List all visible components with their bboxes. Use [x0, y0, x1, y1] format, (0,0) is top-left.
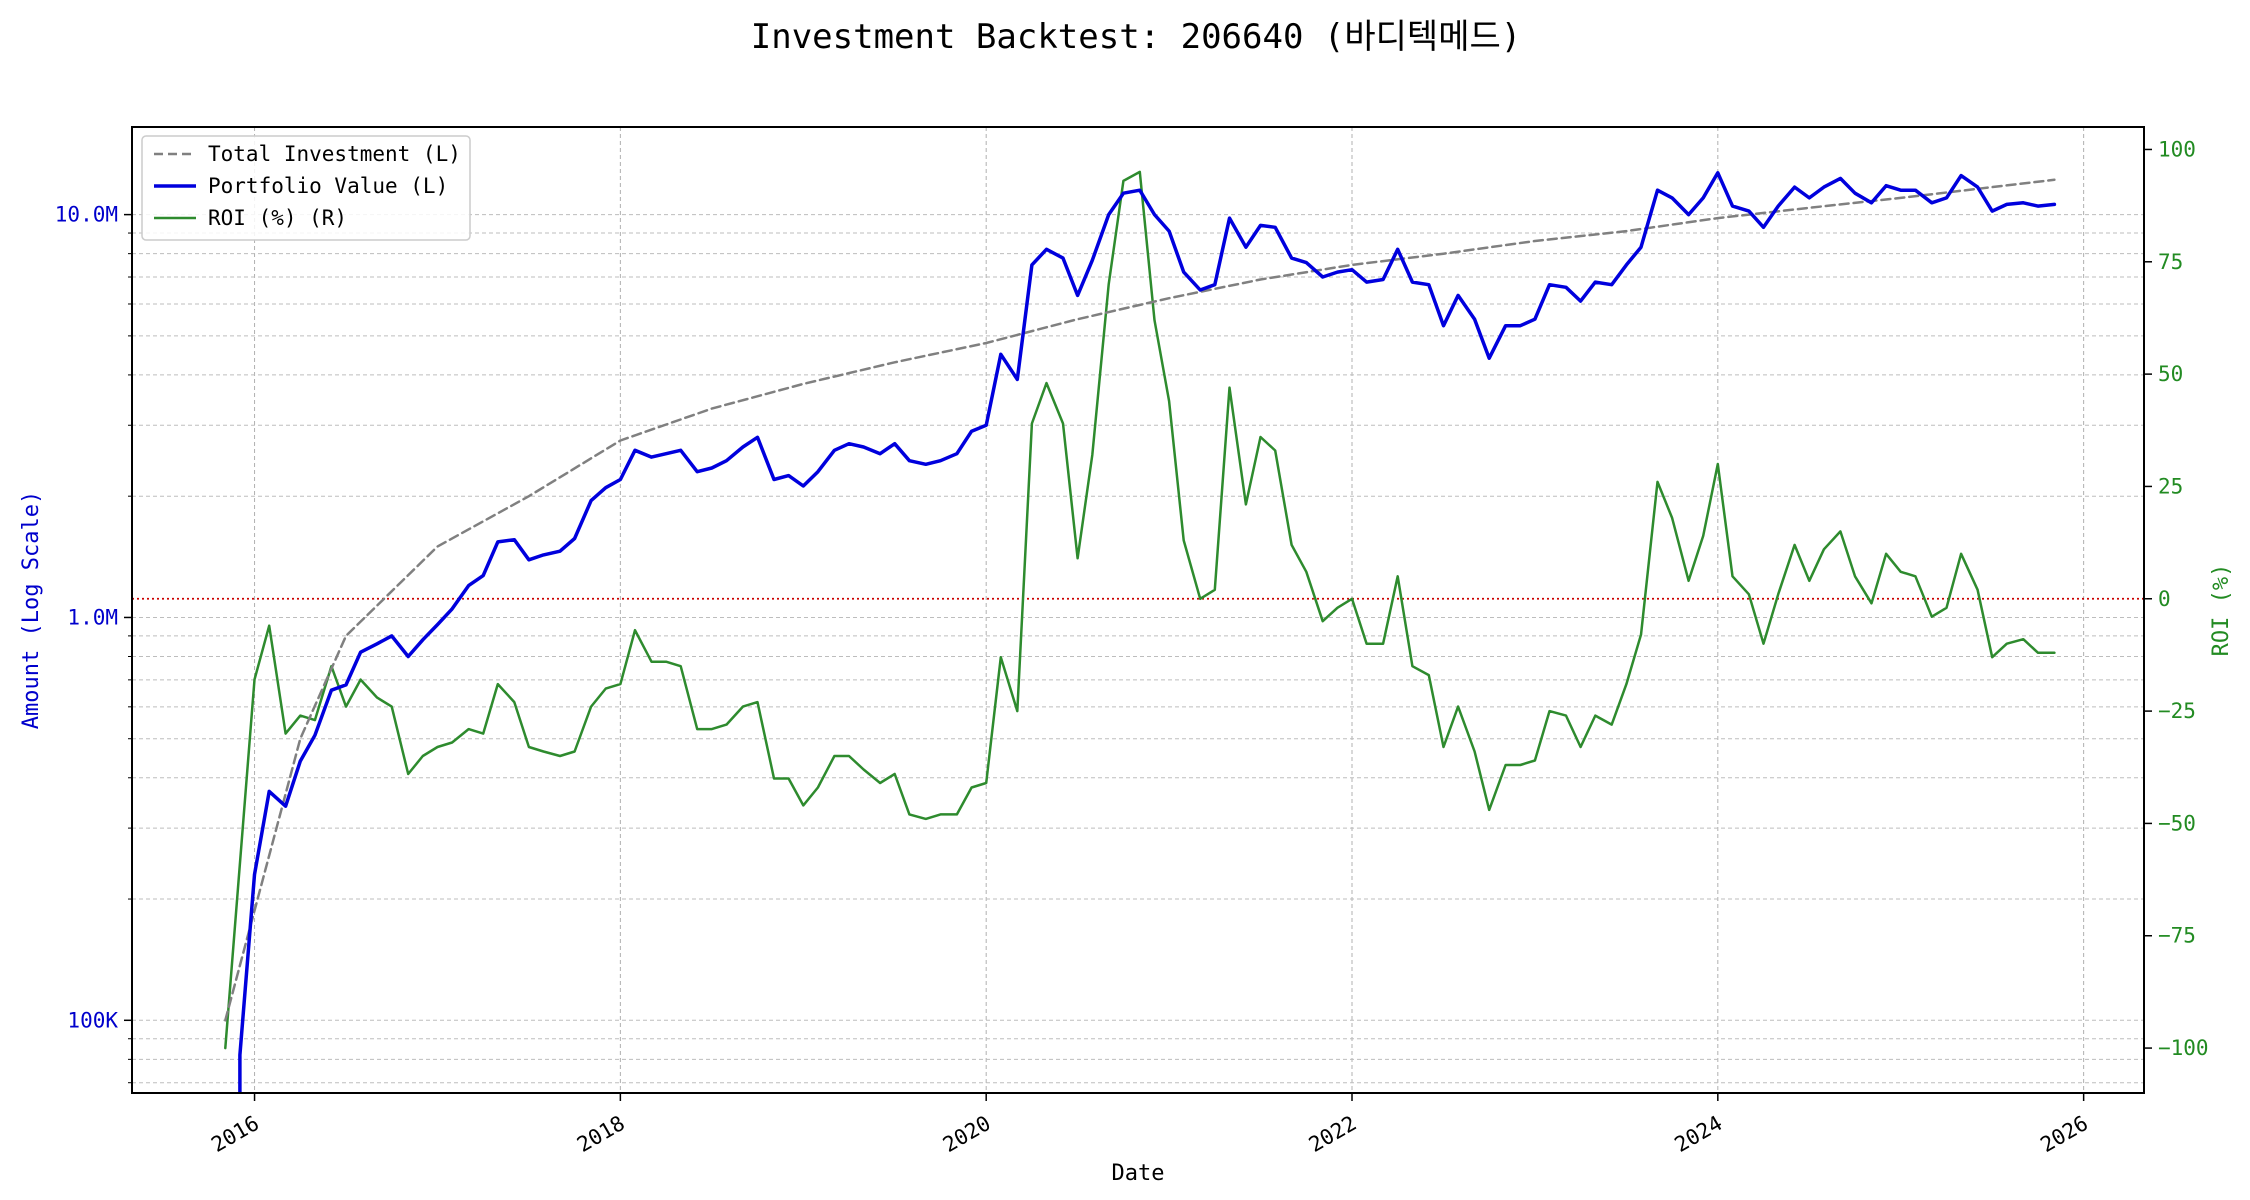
y-right-tick-label: −25: [2158, 699, 2196, 723]
series-layer: [224, 170, 2057, 1093]
x-axis-label: Date: [1112, 1161, 1165, 1186]
legend-box: [141, 135, 471, 241]
plot-frame: [131, 126, 2145, 1094]
y-right-tick-label: 0: [2158, 587, 2171, 611]
right-axis-label: ROI (%): [2209, 564, 2234, 657]
y-right-tick-label: −50: [2158, 811, 2196, 835]
y-right-tick-label: 75: [2158, 250, 2183, 274]
legend-label-portfolio-value: Portfolio Value (L): [208, 174, 448, 198]
y-right-tick-label: −100: [2158, 1036, 2209, 1060]
y-right-tick-label: 100: [2158, 137, 2196, 161]
left-axis-label: Amount (Log Scale): [19, 491, 44, 729]
legend: Total Investment (L) Portfolio Value (L)…: [141, 135, 471, 241]
y-right-tick-label: 25: [2158, 474, 2183, 498]
y-left-tick-label: 10.0M: [55, 203, 118, 227]
roi-line: [224, 170, 2056, 1050]
chart-title: Investment Backtest: 206640 (바디텍메드): [751, 17, 1522, 57]
grid-layer: [132, 127, 2144, 1093]
y-right-tick-label: 50: [2158, 362, 2183, 386]
portfolio-value-line: [238, 171, 2057, 1093]
y-left-tick-label: 1.0M: [67, 605, 118, 629]
y-right-tick-label: −75: [2158, 924, 2196, 948]
legend-label-roi: ROI (%) (R): [208, 206, 347, 230]
legend-label-total-investment: Total Investment (L): [208, 142, 461, 166]
total-investment-line: [224, 178, 2056, 1022]
y-left-tick-label: 100K: [67, 1008, 118, 1032]
